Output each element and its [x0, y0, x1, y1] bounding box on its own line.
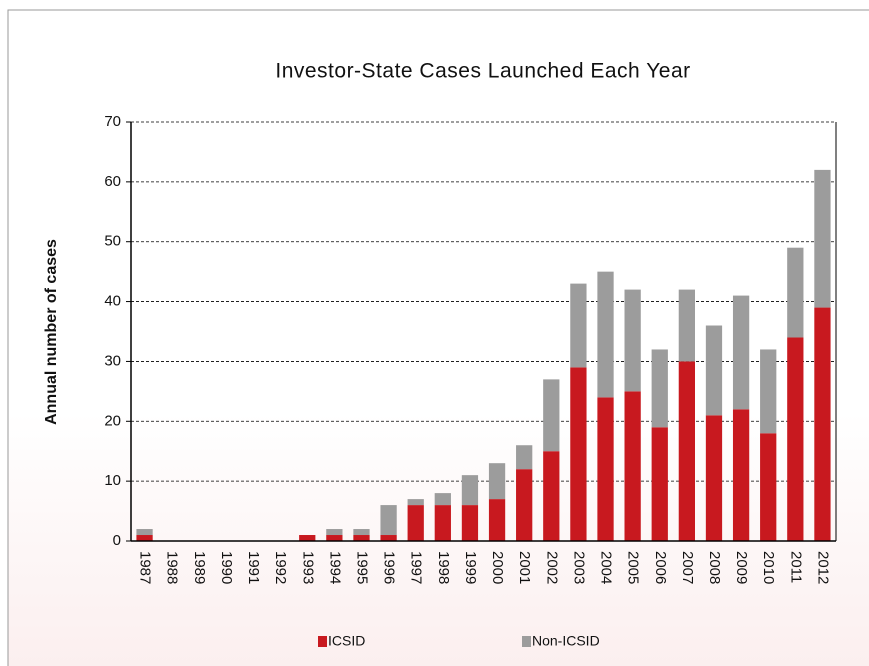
- x-tick-label: 1998: [435, 551, 452, 584]
- x-tick-label: 1999: [462, 551, 479, 584]
- bar-segment: [814, 169, 831, 308]
- legend-label: Non-ICSID: [532, 633, 600, 649]
- bar-segment: [597, 397, 614, 541]
- legend-swatch: [522, 636, 531, 647]
- x-tick-label: 2000: [489, 551, 506, 584]
- bar-segment: [678, 361, 695, 541]
- x-tick-label: 2007: [679, 551, 696, 584]
- bar-segment: [570, 283, 587, 368]
- bar-segment: [787, 247, 804, 338]
- x-tick-label: 2006: [652, 551, 669, 584]
- x-tick-label: 1993: [299, 551, 316, 584]
- x-tick-label: 1997: [408, 551, 425, 584]
- y-tick-label: 50: [104, 233, 121, 250]
- y-tick-label: 60: [104, 173, 121, 190]
- bar-segment: [516, 445, 533, 470]
- bar-segment: [678, 289, 695, 362]
- x-tick-label: 1989: [191, 551, 208, 584]
- y-axis-label: Annual number of cases: [43, 239, 60, 425]
- bar-segment: [434, 493, 451, 506]
- bar-segment: [732, 295, 750, 410]
- bar-segment: [326, 529, 343, 536]
- y-tick-label: 30: [104, 352, 121, 369]
- chart-title: Investor-State Cases Launched Each Year: [275, 60, 690, 83]
- bar-segment: [543, 379, 560, 452]
- bar-segment: [624, 289, 641, 392]
- x-tick-label: 2005: [625, 551, 642, 584]
- bar-segment: [407, 505, 424, 541]
- x-tick-label: 2002: [543, 551, 560, 584]
- bar-segment: [651, 349, 668, 428]
- x-tick-label: 2003: [570, 551, 587, 584]
- bar-segment: [326, 535, 343, 541]
- x-tick-label: 1990: [218, 551, 235, 584]
- bar-segment: [136, 529, 153, 536]
- frame: [7, 9, 869, 666]
- bar-segment: [461, 505, 479, 541]
- y-tick-label: 20: [104, 412, 121, 429]
- bar-segment: [407, 499, 424, 506]
- bar-segment: [516, 469, 533, 541]
- y-tick-label: 40: [104, 293, 121, 310]
- bar-segment: [705, 415, 723, 541]
- bar-segment: [434, 505, 451, 541]
- legend-swatch: [318, 636, 327, 647]
- bar-segment: [814, 307, 831, 541]
- bar-segment: [543, 451, 560, 541]
- bar-segment: [651, 427, 668, 541]
- y-tick-label: 10: [104, 472, 121, 489]
- x-tick-label: 2004: [598, 551, 615, 584]
- bar-segment: [732, 409, 750, 541]
- bar-segment: [705, 325, 723, 416]
- x-tick-label: 1991: [245, 551, 262, 584]
- x-tick-label: 2012: [814, 551, 831, 584]
- y-tick-label: 70: [104, 113, 121, 130]
- bar-segment: [488, 499, 506, 541]
- bar-segment: [570, 367, 587, 541]
- legend-label: ICSID: [328, 633, 365, 649]
- bar-segment: [760, 349, 777, 434]
- bar-segment: [353, 529, 370, 536]
- bar-segment: [136, 535, 153, 541]
- x-tick-label: 1988: [164, 551, 181, 584]
- x-tick-label: 2009: [733, 551, 750, 584]
- x-tick-label: 2008: [706, 551, 723, 584]
- x-tick-label: 2011: [787, 551, 804, 583]
- bar-segment: [380, 505, 397, 536]
- x-tick-label: 1987: [137, 551, 154, 584]
- x-tick-label: 1994: [326, 551, 343, 584]
- bar-segment: [380, 535, 397, 541]
- x-tick-label: 1996: [381, 551, 398, 584]
- x-tick-label: 1992: [272, 551, 289, 584]
- bar-segment: [624, 391, 641, 541]
- x-tick-label: 2010: [760, 551, 777, 584]
- x-tick-label: 1995: [354, 551, 371, 584]
- bar-segment: [760, 433, 777, 541]
- bar-segment: [299, 535, 316, 541]
- bar-segment: [353, 535, 370, 541]
- y-tick-label: 0: [113, 532, 121, 549]
- bar-segment: [787, 337, 804, 541]
- bar-segment: [461, 475, 479, 506]
- x-tick-label: 2001: [516, 551, 533, 584]
- bar-segment: [597, 271, 614, 398]
- bar-segment: [488, 463, 506, 500]
